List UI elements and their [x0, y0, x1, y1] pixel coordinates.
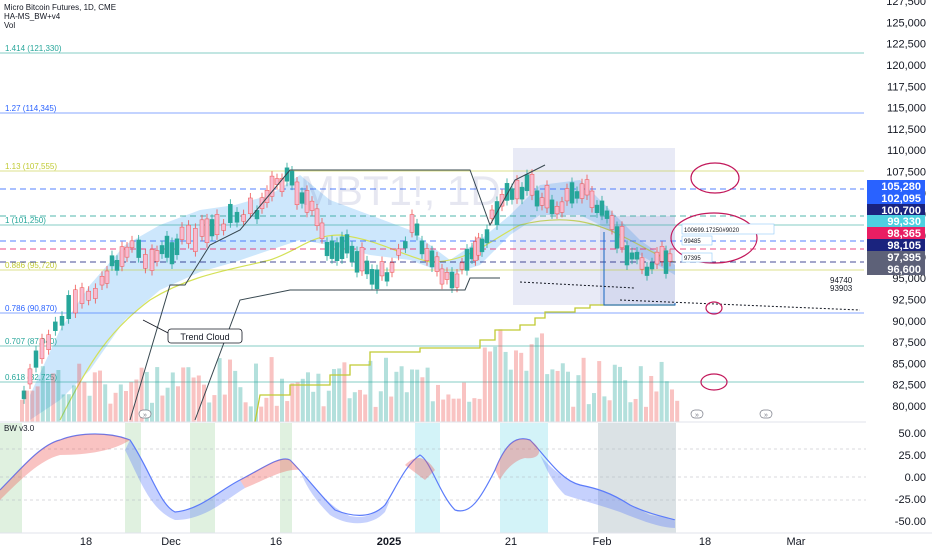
ellipse-marker[interactable]	[690, 162, 740, 194]
svg-text:102,095: 102,095	[881, 193, 921, 205]
price-badge: 97,395	[867, 251, 925, 264]
svg-text:100,700: 100,700	[881, 205, 921, 217]
ma-line	[59, 219, 676, 421]
chart-title[interactable]: Micro Bitcoin Futures, 1D, CME	[4, 3, 117, 12]
svg-text:Trend Cloud: Trend Cloud	[180, 332, 229, 342]
oscillator-tick: -50.00	[895, 516, 926, 528]
candles	[21, 162, 673, 404]
price-tick: 87,500	[892, 337, 926, 349]
price-tick: 110,000	[887, 145, 926, 157]
oscillator-pane[interactable]	[0, 423, 866, 533]
svg-text:97,395: 97,395	[887, 252, 921, 264]
oscillator-axis[interactable]: 50.00 25.00 0.00 -25.00 -50.00	[895, 428, 926, 528]
ellipse-marker[interactable]	[670, 212, 758, 264]
svg-text:»: »	[695, 412, 699, 419]
price-badge: 99,330	[867, 215, 925, 228]
price-badge: 105,280	[867, 180, 925, 193]
svg-text:99,330: 99,330	[887, 216, 921, 228]
price-badge: 96,600	[867, 263, 925, 276]
time-tick: 18	[80, 536, 92, 548]
price-tick: 120,000	[886, 60, 926, 72]
price-tick: 127,500	[886, 0, 926, 8]
level-label: 97395	[684, 256, 701, 262]
price-badge: 100,700	[867, 204, 925, 217]
trend-cloud-label[interactable]: Trend Cloud	[142, 319, 243, 344]
svg-text:»: »	[143, 412, 147, 419]
oscillator-line	[0, 433, 676, 521]
stepped-support-line	[254, 304, 675, 423]
replay-icon[interactable]: »	[138, 409, 152, 419]
ellipse-marker[interactable]	[700, 373, 728, 391]
svg-text:98,105: 98,105	[887, 240, 921, 252]
time-tick: Mar	[787, 536, 806, 548]
oscillator-tick: 50.00	[898, 428, 926, 440]
level-label: 99485	[684, 239, 701, 245]
price-tick: 90,000	[892, 316, 926, 328]
price-tick: 80,000	[892, 401, 926, 413]
highlight-zone	[513, 148, 675, 305]
oscillator-tick: 25.00	[898, 450, 926, 462]
level-label: 100699.17250#9020	[684, 228, 740, 234]
time-tick: 18	[699, 536, 711, 548]
time-tick: 16	[270, 536, 282, 548]
price-tick: 82,500	[892, 380, 926, 392]
svg-text:96,600: 96,600	[887, 264, 921, 276]
level-label: 93903	[830, 284, 853, 293]
price-tick: 115,000	[887, 103, 926, 115]
time-tick: Dec	[161, 536, 181, 548]
time-tick: 2025	[377, 536, 401, 548]
volume-label[interactable]: Vol	[4, 21, 16, 30]
watermark: MBT1!, 1D	[300, 167, 501, 214]
time-tick: 21	[505, 536, 517, 548]
fib-label: 0.886 (95,720)	[5, 261, 57, 270]
price-tick: 125,000	[886, 17, 926, 29]
price-badge: 98,365	[867, 227, 925, 240]
price-badges: 105,280102,095100,70099,33098,36598,1059…	[867, 180, 925, 276]
fib-label: 1.27 (114,345)	[5, 104, 57, 113]
box-line	[603, 232, 676, 306]
oscillator-tick: 0.00	[905, 472, 926, 484]
price-tick: 92,500	[892, 294, 926, 306]
indicator-label[interactable]: HA-MS_BW+v4	[4, 12, 61, 21]
oscillator-title: BW v3.0	[4, 424, 35, 433]
fib-label: 1 (101,250)	[5, 216, 46, 225]
fib-label: 1.13 (107,555)	[5, 162, 57, 171]
trend-line-2	[194, 277, 500, 421]
price-tick: 95,000	[892, 273, 926, 285]
price-tick: 107,500	[886, 167, 926, 179]
time-axis[interactable]: 18 Dec 16 2025 21 Feb 18 Mar	[80, 536, 806, 548]
price-tick: 112,500	[887, 124, 926, 136]
trend-cloud	[30, 175, 675, 420]
price-badge: 102,095	[867, 192, 925, 205]
replay-icon[interactable]: »	[690, 409, 704, 419]
svg-text:98,365: 98,365	[887, 228, 921, 240]
oscillator-tick: -25.00	[895, 494, 926, 506]
level-label: 94740	[830, 276, 853, 285]
main-pane[interactable]	[0, 0, 866, 422]
replay-icon[interactable]: »	[759, 409, 773, 419]
price-tick: 122,500	[886, 39, 926, 51]
fib-label: 0.786 (90,870)	[5, 304, 57, 313]
dotted-level	[519, 281, 861, 311]
volume-bars	[20, 329, 680, 422]
price-badge: 98,105	[867, 239, 925, 252]
fib-label: 1.414 (121,330)	[5, 44, 62, 53]
svg-text:105,280: 105,280	[881, 181, 921, 193]
fib-label: 0.707 (87,040)	[5, 337, 57, 346]
price-tick: 117,500	[887, 81, 926, 93]
svg-text:»: »	[764, 412, 768, 419]
time-tick: Feb	[593, 536, 612, 548]
trend-line	[129, 164, 546, 421]
price-tick: 85,000	[892, 358, 926, 370]
ellipse-marker[interactable]	[705, 301, 723, 315]
